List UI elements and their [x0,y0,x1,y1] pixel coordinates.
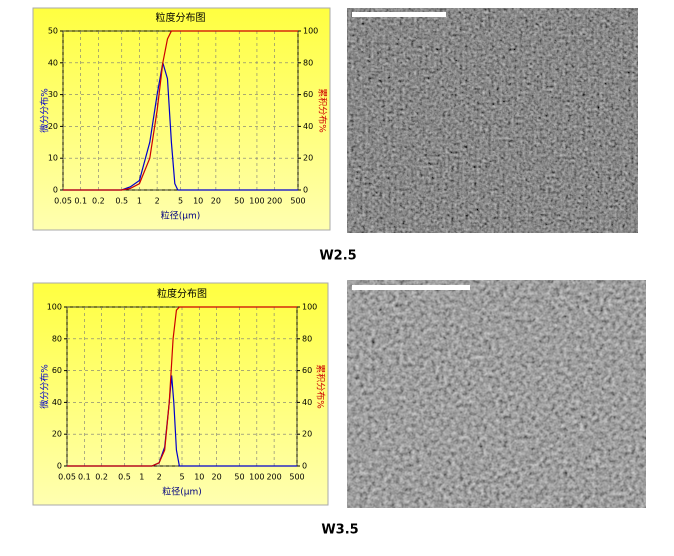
y2-tick-label: 100 [303,27,318,36]
y-tick-label: 20 [48,122,58,131]
y-axis-label: 微分分布% [39,88,51,133]
y-tick-label: 0 [57,462,62,471]
x-tick-label: 0.05 [58,473,76,482]
x-tick-label: 5 [178,197,183,206]
y-tick-label: 10 [48,154,58,163]
y-tick-label: 30 [48,90,58,99]
caption: W2.5 [319,249,356,264]
x-tick-label: 500 [289,473,304,482]
y2-tick-label: 0 [302,462,307,471]
x-tick-label: 2 [157,473,162,482]
x-tick-label: 1 [137,197,142,206]
x-tick-label: 10 [194,473,204,482]
y2-axis-label: 累积分布% [317,88,329,133]
series-line [67,306,297,467]
y-tick-label: 100 [47,303,62,312]
series-line [63,62,298,191]
x-tick-label: 0.5 [115,197,128,206]
x-tick-label: 2 [155,197,160,206]
y2-tick-label: 80 [303,58,313,67]
x-tick-label: 100 [249,197,264,206]
y2-tick-label: 20 [302,430,312,439]
y-tick-label: 80 [52,334,62,343]
x-tick-label: 50 [234,473,244,482]
y2-tick-label: 40 [303,122,313,131]
x-tick-label: 0.1 [74,197,87,206]
x-tick-label: 0.2 [95,473,108,482]
x-tick-label: 20 [212,473,222,482]
sem-image [347,280,646,508]
x-tick-label: 0.2 [92,197,105,206]
series-line [63,30,298,191]
caption: W3.5 [321,523,358,538]
x-tick-label: 0.5 [118,473,131,482]
x-tick-label: 50 [234,197,244,206]
x-tick-label: 10 [193,197,203,206]
x-tick-label: 0.1 [78,473,91,482]
x-tick-label: 0.05 [54,197,72,206]
x-tick-label: 1 [139,473,144,482]
x-tick-label: 500 [290,197,305,206]
y-tick-label: 20 [52,430,62,439]
y-axis-label: 微分分布% [39,364,51,409]
y-tick-label: 0 [53,186,58,195]
y2-tick-label: 60 [302,366,312,375]
x-tick-label: 200 [266,473,281,482]
y2-tick-label: 60 [303,90,313,99]
sem-image [347,8,638,233]
y-tick-label: 50 [48,27,58,36]
y-tick-label: 60 [52,366,62,375]
x-tick-label: 20 [211,197,221,206]
x-tick-label: 100 [249,473,264,482]
chart-background [32,7,331,231]
y-tick-label: 40 [52,398,62,407]
y2-tick-label: 20 [303,154,313,163]
y2-tick-label: 40 [302,398,312,407]
y2-tick-label: 80 [302,334,312,343]
x-tick-label: 5 [179,473,184,482]
chart-background [32,282,329,506]
chart-title: 粒度分布图 [157,287,207,300]
chart-title: 粒度分布图 [156,11,206,24]
y-tick-label: 40 [48,58,58,67]
x-axis-label: 粒径(μm) [162,486,202,498]
x-tick-label: 200 [267,197,282,206]
y2-axis-label: 累积分布% [315,364,327,409]
y2-tick-label: 0 [303,186,308,195]
y2-tick-label: 100 [302,303,317,312]
x-axis-label: 粒径(μm) [161,210,201,222]
